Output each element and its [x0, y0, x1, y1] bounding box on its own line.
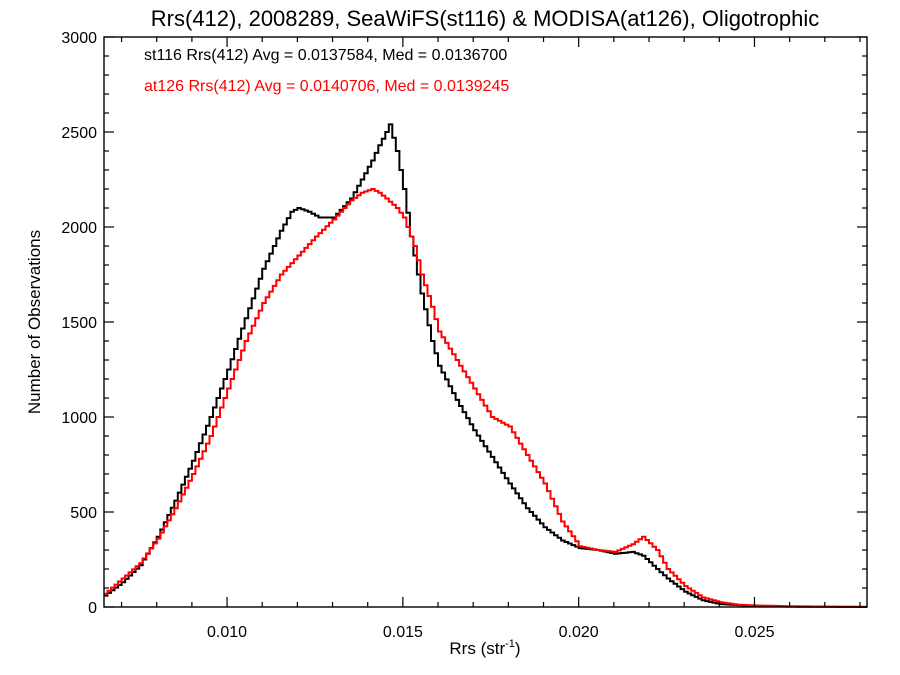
plot-series-group [104, 123, 867, 608]
y-tick-label: 1000 [61, 410, 97, 427]
series-at126-line [104, 188, 867, 608]
y-tick-label: 0 [88, 600, 97, 617]
x-axis-label-close: ) [515, 639, 521, 658]
x-axis-label-main: Rrs (str [449, 639, 505, 658]
y-tick-label: 500 [70, 505, 97, 522]
y-tick-label: 2500 [61, 125, 97, 142]
x-tick-label: 0.010 [207, 624, 247, 641]
chart-title: Rrs(412), 2008289, SeaWiFS(st116) & MODI… [151, 6, 819, 31]
y-tick-label: 2000 [61, 220, 97, 237]
x-axis-label-superscript: -1 [505, 638, 515, 650]
x-tick-label: 0.020 [559, 624, 599, 641]
plot-frame [103, 36, 868, 608]
legend-entry-at126: at126 Rrs(412) Avg = 0.0140706, Med = 0.… [144, 78, 509, 95]
x-tick-label: 0.025 [734, 624, 774, 641]
legend-entry-st116: st116 Rrs(412) Avg = 0.0137584, Med = 0.… [144, 47, 507, 64]
x-axis-label: Rrs (str-1) [449, 638, 520, 658]
y-axis: 0 500 1000 1500 2000 2500 3000 [61, 30, 867, 617]
x-axis: 0.010 0.015 0.020 0.025 [120, 37, 861, 641]
series-st116-line [104, 123, 867, 608]
y-tick-label: 1500 [61, 315, 97, 332]
y-tick-label: 3000 [61, 30, 97, 47]
y-axis-label: Number of Observations [25, 230, 44, 414]
x-tick-label: 0.015 [383, 624, 423, 641]
